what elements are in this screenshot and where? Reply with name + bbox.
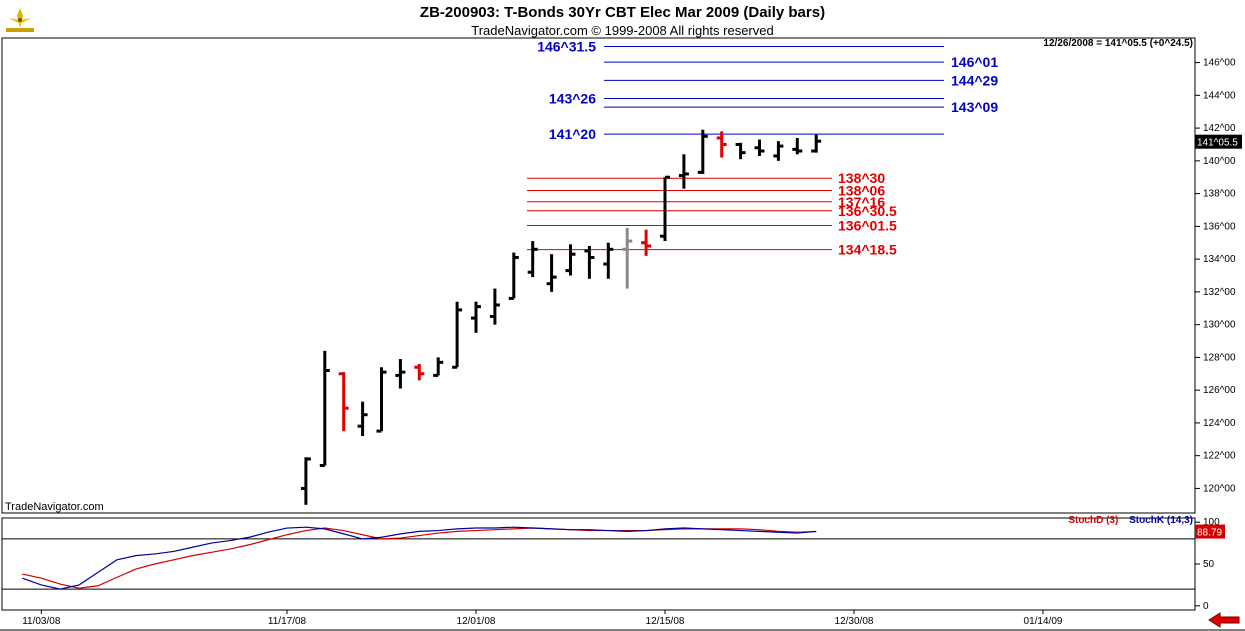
stoch-d-legend: StochD (3) bbox=[1068, 515, 1119, 526]
x-tick-label: 01/14/09 bbox=[1024, 616, 1063, 627]
y-tick-label: 144^00 bbox=[1203, 90, 1236, 101]
y-tick-label: 130^00 bbox=[1203, 320, 1236, 331]
stoch-y-tick-label: 100 bbox=[1203, 517, 1220, 528]
y-tick-label: 124^00 bbox=[1203, 418, 1236, 429]
stoch-y-tick-label: 0 bbox=[1203, 601, 1209, 612]
red-level-label: 137^16 bbox=[838, 194, 885, 210]
x-tick-label: 12/30/08 bbox=[835, 616, 874, 627]
chart-title: ZB-200903: T-Bonds 30Yr CBT Elec Mar 200… bbox=[419, 4, 826, 21]
red-level-label: 136^01.5 bbox=[838, 218, 897, 234]
red-level-label: 136^30.5 bbox=[838, 203, 897, 219]
blue-level-label: 143^09 bbox=[951, 99, 998, 115]
price-panel-frame bbox=[1, 37, 1196, 514]
y-tick-label: 136^00 bbox=[1203, 221, 1236, 232]
y-tick-label: 132^00 bbox=[1203, 287, 1236, 298]
price-readout: 12/26/2008 = 141^05.5 (+0^24.5) bbox=[1043, 38, 1193, 49]
y-tick-label: 140^00 bbox=[1203, 156, 1236, 167]
stoch-last-value-label: 88.79 bbox=[1197, 528, 1222, 539]
red-level-label: 138^30 bbox=[838, 170, 885, 186]
blue-level-label: 144^29 bbox=[951, 72, 998, 88]
blue-level-label: 143^26 bbox=[549, 90, 596, 106]
blue-level-label: 146^31.5 bbox=[537, 39, 596, 55]
stoch-y-tick-label: 50 bbox=[1203, 559, 1215, 570]
red-level-label: 138^06 bbox=[838, 182, 885, 198]
y-tick-label: 122^00 bbox=[1203, 451, 1236, 462]
stoch-panel-frame bbox=[1, 517, 1196, 611]
stoch-k-legend: StochK (14,3) bbox=[1129, 515, 1193, 526]
scroll-back-arrow-icon[interactable] bbox=[1208, 612, 1240, 628]
stoch-series-line bbox=[22, 527, 817, 589]
stoch-series-line bbox=[22, 526, 817, 590]
blue-level-label: 146^01 bbox=[951, 54, 998, 70]
stoch-last-value-tag bbox=[1195, 524, 1225, 539]
last-price-label: 141^05.5 bbox=[1197, 138, 1238, 149]
x-tick-label: 12/01/08 bbox=[457, 616, 496, 627]
y-tick-label: 120^00 bbox=[1203, 483, 1236, 494]
x-tick-label: 11/03/08 bbox=[22, 616, 61, 627]
red-level-label: 134^18.5 bbox=[838, 242, 897, 258]
y-tick-label: 134^00 bbox=[1203, 254, 1236, 265]
trade-navigator-logo-icon[interactable] bbox=[4, 6, 36, 34]
y-tick-label: 142^00 bbox=[1203, 123, 1236, 134]
y-tick-label: 138^00 bbox=[1203, 189, 1236, 200]
x-tick-label: 12/15/08 bbox=[646, 616, 685, 627]
y-tick-label: 146^00 bbox=[1203, 58, 1236, 69]
watermark-text: TradeNavigator.com bbox=[5, 501, 104, 513]
y-tick-label: 128^00 bbox=[1203, 352, 1236, 363]
last-price-tag bbox=[1195, 134, 1242, 149]
copyright-text: TradeNavigator.com © 1999-2008 All right… bbox=[471, 23, 774, 38]
blue-level-label: 141^20 bbox=[549, 126, 596, 142]
indicator-legend: StochD (3) StochK (14,3) bbox=[1068, 515, 1193, 526]
x-tick-label: 11/17/08 bbox=[268, 616, 307, 627]
y-tick-label: 126^00 bbox=[1203, 385, 1236, 396]
